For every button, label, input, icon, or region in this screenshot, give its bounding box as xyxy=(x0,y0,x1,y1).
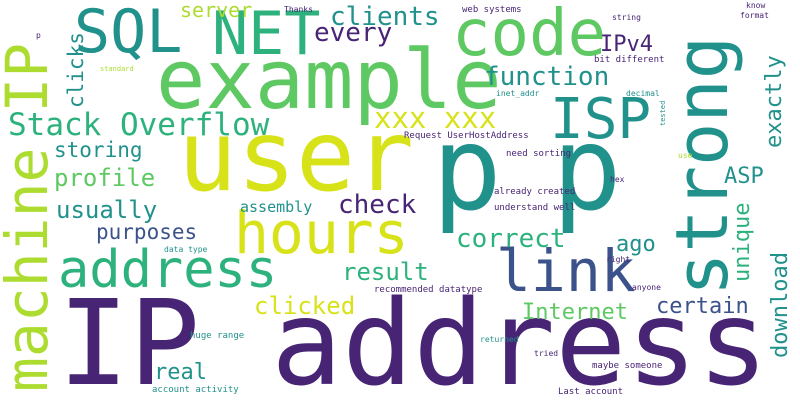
word-real: real xyxy=(154,360,207,385)
word-inet-addr: inet_addr xyxy=(496,89,540,98)
word-right: right xyxy=(606,255,631,264)
word-clients: clients xyxy=(330,2,440,32)
word-certain: certain xyxy=(656,294,749,319)
word-standard: standard xyxy=(100,65,134,73)
word-p-1: p xyxy=(432,102,502,237)
word-web-systems: web systems xyxy=(462,5,522,15)
word-ip-address: IP address xyxy=(58,274,769,400)
word-ipv4: IPv4 xyxy=(600,32,653,57)
word-use: use xyxy=(678,151,693,160)
word-decimal: decimal xyxy=(626,89,660,98)
word-result: result xyxy=(342,258,429,286)
word-understand-well: understand well xyxy=(494,203,576,213)
word-link: link xyxy=(496,237,636,305)
word-asp: ASP xyxy=(724,164,764,189)
word-server: server xyxy=(180,0,253,22)
word-already-created: already created xyxy=(494,187,576,197)
word-tried: tried xyxy=(534,349,559,358)
word-usually: usually xyxy=(56,196,158,224)
word-example: example xyxy=(156,33,502,128)
word-anyone: anyone xyxy=(632,283,661,292)
word-user: user xyxy=(178,100,415,214)
word-download: download xyxy=(768,252,793,358)
word-hours: hours xyxy=(234,199,409,267)
word-function: function xyxy=(484,62,610,92)
word-stack-overflow: Stack Overflow xyxy=(8,107,270,143)
word-address: address xyxy=(58,240,278,300)
word-data-type: data type xyxy=(164,245,208,254)
word-last-account: Last account xyxy=(558,387,624,397)
word-know: know xyxy=(746,1,766,10)
word-clicks: clicks xyxy=(64,32,88,108)
word-storing: storing xyxy=(54,138,143,162)
word-recommended-datatype: recommended datatype xyxy=(374,285,483,295)
word-isp: ISP xyxy=(550,87,652,152)
word-returned: returned xyxy=(480,335,519,344)
word-bit-different: bit different xyxy=(594,55,665,65)
word-string: string xyxy=(612,13,641,22)
word-maybe-someone: maybe someone xyxy=(592,361,663,371)
word-ago: ago xyxy=(616,232,656,257)
word-huge-range: huge range xyxy=(190,331,245,341)
word-internet: Internet xyxy=(522,300,628,325)
word-sql: SQL xyxy=(74,0,183,67)
word-every: every xyxy=(314,18,393,48)
word-thanks: Thanks xyxy=(284,5,313,14)
word-unique: unique xyxy=(730,202,755,282)
word-profile: profile xyxy=(54,164,156,192)
word-net: NET xyxy=(212,0,321,69)
word-exactly: exactly xyxy=(762,55,787,148)
word-correct: correct xyxy=(456,224,566,254)
word-need-sorting: need sorting xyxy=(506,149,572,159)
word-request: Request UserHostAddress xyxy=(404,131,529,141)
word-tested: tested xyxy=(659,100,667,126)
word-code: code xyxy=(452,0,607,71)
word-machine-ip: machine IP xyxy=(0,42,61,392)
word-purposes: purposes xyxy=(96,220,198,244)
word-p-2: p xyxy=(552,102,622,237)
word-check: check xyxy=(338,190,417,220)
word-format: format xyxy=(740,11,769,20)
word-xxx: xxx xxx xyxy=(374,101,497,135)
word-p-small: p xyxy=(36,31,41,40)
word-clicked: clicked xyxy=(254,292,356,320)
word-account-activity: account activity xyxy=(152,385,239,395)
word-hex: hex xyxy=(610,175,625,184)
word-assembly: assembly xyxy=(240,198,313,216)
